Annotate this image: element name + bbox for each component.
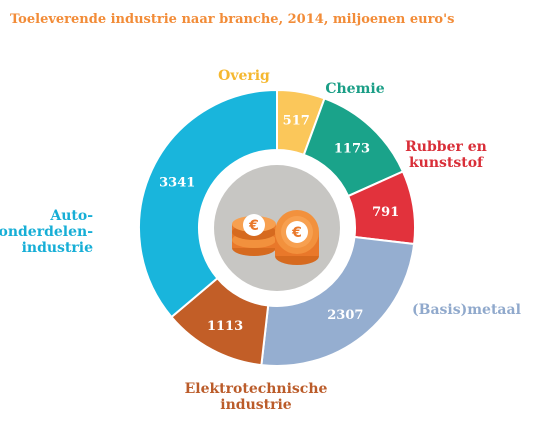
slice-value-label: 2307 <box>327 308 363 323</box>
slice-value-label: 1173 <box>334 142 370 157</box>
slice-category-label: Overig <box>218 68 270 84</box>
slice-category-label: Rubber en kunststof <box>405 139 487 171</box>
slice-value-labels: 517 1173 791 2307 1113 3341 <box>159 114 399 334</box>
slice-value-label: 517 <box>283 114 310 129</box>
slice-5 <box>138 88 278 319</box>
svg-text:€: € <box>291 225 302 241</box>
svg-text:€: € <box>248 218 259 234</box>
slice-category-label: (Basis)metaal <box>412 302 521 318</box>
slice-category-labels: Overig Chemie Rubber en kunststof (Basis)met… <box>0 68 521 413</box>
slice-category-label: Auto-onderdelen-industrie <box>0 208 93 256</box>
slice-value-label: 791 <box>372 205 399 220</box>
chart-title: Toeleverende industrie naar branche, 201… <box>10 12 455 27</box>
slice-value-label: 3341 <box>159 176 195 191</box>
slice-category-label: Chemie <box>325 81 384 97</box>
slice-category-label: Elektrotechnische industrie <box>185 381 328 413</box>
slice-3 <box>260 235 416 367</box>
donut-slices <box>138 88 416 367</box>
slice-value-label: 1113 <box>207 319 243 334</box>
euro-coins-icon: € € <box>232 210 319 265</box>
